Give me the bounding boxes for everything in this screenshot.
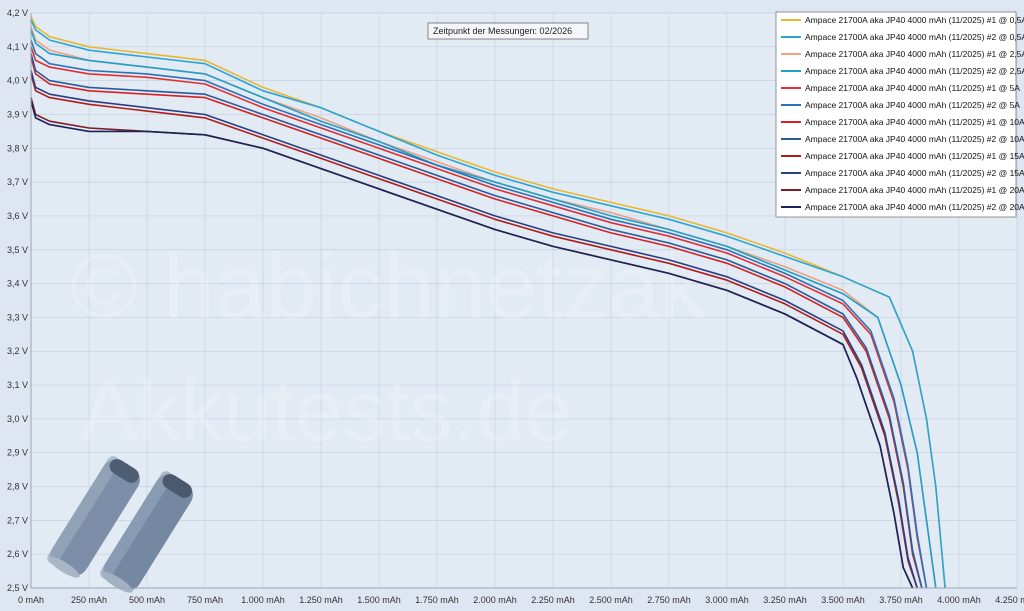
x-tick-label: 1.500 mAh: [357, 595, 401, 605]
y-tick-label: 3,6 V: [7, 211, 28, 221]
y-tick-label: 2,9 V: [7, 448, 28, 458]
y-tick-label: 3,1 V: [7, 380, 28, 390]
y-tick-label: 3,2 V: [7, 346, 28, 356]
annotation-text: Zeitpunkt der Messungen: 02/2026: [433, 26, 572, 36]
y-tick-label: 3,9 V: [7, 109, 28, 119]
series-line-2: [30, 19, 946, 589]
series-line-5: [30, 46, 928, 589]
y-tick-label: 4,2 V: [7, 8, 28, 18]
x-tick-label: 0 mAh: [18, 595, 44, 605]
y-tick-label: 3,0 V: [7, 414, 28, 424]
battery-cells-photo: [47, 456, 193, 593]
x-tick-label: 3.750 mAh: [879, 595, 923, 605]
y-tick-label: 4,1 V: [7, 42, 28, 52]
y-tick-label: 2,6 V: [7, 549, 28, 559]
x-tick-label: 500 mAh: [129, 595, 165, 605]
watermark-line-2: Akkutests.de: [80, 363, 572, 459]
x-tick-label: 2.750 mAh: [647, 595, 691, 605]
x-tick-label: 2.000 mAh: [473, 595, 517, 605]
series-line-4: [30, 29, 937, 589]
series-line-9: [30, 73, 918, 589]
y-tick-label: 3,4 V: [7, 279, 28, 289]
y-tick-label: 4,0 V: [7, 76, 28, 86]
watermark: © habichnetzak Akkutests.de: [70, 236, 707, 459]
legend-entry-7: Ampace 21700A aka JP40 4000 mAh (11/2025…: [805, 117, 1024, 127]
legend-entry-11: Ampace 21700A aka JP40 4000 mAh (11/2025…: [805, 185, 1024, 195]
y-tick-label: 2,7 V: [7, 515, 28, 525]
legend-entry-1: Ampace 21700A aka JP40 4000 mAh (11/2025…: [805, 15, 1024, 25]
legend-entry-2: Ampace 21700A aka JP40 4000 mAh (11/2025…: [805, 32, 1024, 42]
series-lines: [30, 16, 946, 589]
legend-entry-4: Ampace 21700A aka JP40 4000 mAh (11/2025…: [805, 66, 1024, 76]
x-tick-label: 4.000 mAh: [937, 595, 981, 605]
x-tick-label: 250 mAh: [71, 595, 107, 605]
series-line-8: [30, 53, 923, 589]
legend-entry-10: Ampace 21700A aka JP40 4000 mAh (11/2025…: [805, 168, 1024, 178]
legend-entry-3: Ampace 21700A aka JP40 4000 mAh (11/2025…: [805, 49, 1024, 59]
legend-entry-9: Ampace 21700A aka JP40 4000 mAh (11/2025…: [805, 151, 1024, 161]
x-tick-label: 750 mAh: [187, 595, 223, 605]
legend: Ampace 21700A aka JP40 4000 mAh (11/2025…: [775, 11, 1024, 218]
x-tick-label: 1.000 mAh: [241, 595, 285, 605]
x-tick-labels: 0 mAh 250 mAh 500 mAh 750 mAh 1.000 mAh 1.250…: [18, 595, 1024, 605]
x-tick-label: 1.750 mAh: [415, 595, 459, 605]
watermark-line-1: © habichnetzak: [70, 236, 707, 338]
x-tick-label: 4.250 mAh: [995, 595, 1024, 605]
legend-entry-5: Ampace 21700A aka JP40 4000 mAh (11/2025…: [805, 83, 1020, 93]
series-line-6: [30, 39, 928, 589]
annotation-box: Zeitpunkt der Messungen: 02/2026: [427, 22, 589, 40]
x-tick-label: 3.500 mAh: [821, 595, 865, 605]
legend-entry-12: Ampace 21700A aka JP40 4000 mAh (11/2025…: [805, 202, 1024, 212]
legend-entry-6: Ampace 21700A aka JP40 4000 mAh (11/2025…: [805, 100, 1020, 110]
series-line-10: [30, 70, 918, 589]
legend-entry-8: Ampace 21700A aka JP40 4000 mAh (11/2025…: [805, 134, 1024, 144]
y-tick-labels: 2,5 V 2,6 V 2,7 V 2,8 V 2,9 V 3,0 V 3,1 V 3,2 V…: [7, 8, 28, 593]
x-tick-label: 2.500 mAh: [589, 595, 633, 605]
y-tick-label: 3,7 V: [7, 177, 28, 187]
series-line-12: [30, 100, 914, 589]
x-tick-label: 3.000 mAh: [705, 595, 749, 605]
x-tick-label: 1.250 mAh: [299, 595, 343, 605]
x-tick-label: 3.250 mAh: [763, 595, 807, 605]
y-tick-label: 3,8 V: [7, 143, 28, 153]
y-tick-label: 3,5 V: [7, 245, 28, 255]
series-line-7: [30, 56, 923, 589]
y-tick-label: 3,3 V: [7, 312, 28, 322]
x-tick-label: 2.250 mAh: [531, 595, 575, 605]
y-tick-label: 2,8 V: [7, 482, 28, 492]
y-tick-label: 2,5 V: [7, 583, 28, 593]
legend-box: [775, 11, 1017, 218]
